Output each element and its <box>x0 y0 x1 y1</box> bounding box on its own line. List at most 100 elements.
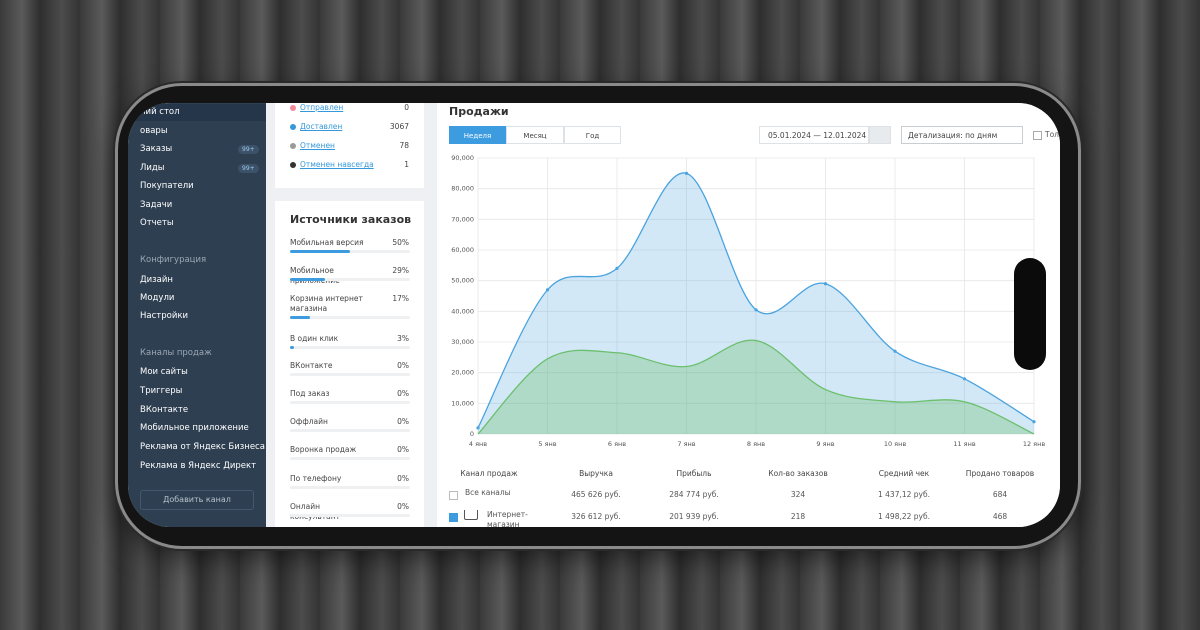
source-track <box>290 429 410 432</box>
y-tick-label: 90,000 <box>451 154 474 162</box>
table-header: Выручка <box>579 469 613 478</box>
date-range-input[interactable]: 05.01.2024 — 12.01.2024 <box>759 126 869 144</box>
nav-item[interactable]: Настройки <box>140 311 189 321</box>
table-cell: 1 437,12 руб. <box>878 490 930 499</box>
x-tick-label: 12 янв <box>1023 440 1045 448</box>
source-label: ВКонтакте <box>290 361 333 370</box>
source-label: Мобильная версия <box>290 238 364 247</box>
source-label: Онлайн консультант <box>290 502 340 521</box>
source-percent: 0% <box>397 502 409 511</box>
source-percent: 0% <box>397 417 409 426</box>
y-tick-label: 30,000 <box>451 338 474 346</box>
source-label: По телефону <box>290 474 342 483</box>
sales-chart: 0 10,000 20,000 30,000 40,000 50,000 60,000 70,… <box>451 154 1045 448</box>
nav-group-label: Каналы продаж <box>140 348 212 358</box>
status-count: 1 <box>404 160 409 169</box>
row-checkbox[interactable] <box>449 513 458 522</box>
period-tab[interactable]: Месяц <box>506 126 564 144</box>
nav-item[interactable]: Мобильное приложение <box>140 423 249 433</box>
source-track <box>290 250 410 253</box>
status-link[interactable]: Отменен навсегда <box>300 160 374 169</box>
table-cell: 326 612 руб. <box>571 512 621 521</box>
data-point <box>1032 420 1036 424</box>
source-bar <box>290 278 325 281</box>
phone-button <box>748 82 822 86</box>
period-tab[interactable]: Год <box>564 126 621 144</box>
sales-card: 0 10,000 20,000 30,000 40,000 50,000 60,000 70,… <box>437 103 1060 527</box>
status-link[interactable]: Доставлен <box>300 122 343 131</box>
nav-item[interactable]: Мои сайты <box>140 367 188 377</box>
table-header: Кол-во заказов <box>768 469 828 478</box>
table-cell: 324 <box>790 490 806 499</box>
source-percent: 50% <box>392 238 409 247</box>
camera-island <box>1014 258 1046 370</box>
source-track <box>290 278 410 281</box>
nav-item[interactable]: Заказы <box>140 144 173 154</box>
cart-icon <box>464 510 478 520</box>
table-cell: 465 626 руб. <box>571 490 621 499</box>
nav-item[interactable]: Лиды <box>140 163 165 173</box>
status-dot <box>290 124 296 130</box>
nav-item[interactable]: ний стол <box>140 107 180 117</box>
nav-item[interactable]: Реклама в Яндекс Директ <box>140 461 257 471</box>
nav-item[interactable]: Отчеты <box>140 218 174 228</box>
period-tab[interactable]: Неделя <box>449 126 506 144</box>
source-percent: 17% <box>392 294 409 303</box>
table-cell: 218 <box>790 512 806 521</box>
x-tick-label: 6 янв <box>608 440 626 448</box>
table-header: Прибыль <box>676 469 712 478</box>
add-channel-button[interactable]: Добавить канал <box>140 490 254 510</box>
nav-item[interactable]: Покупатели <box>140 181 194 191</box>
source-track <box>290 457 410 460</box>
source-label: Корзина интернет магазина <box>290 294 363 313</box>
detail-select[interactable]: Детализация: по дням <box>901 126 1023 144</box>
table-cell: 684 <box>992 490 1008 499</box>
data-point <box>754 308 758 312</box>
nav-item[interactable]: Реклама от Яндекс Бизнеса <box>140 442 265 452</box>
x-tick-label: 11 янв <box>953 440 975 448</box>
x-tick-label: 10 янв <box>884 440 906 448</box>
nav-badge: 99+ <box>238 164 259 173</box>
x-tick-label: 8 янв <box>747 440 765 448</box>
status-card: Отправлен 0 Доставлен 3067 Отменен 78 Отменен … <box>275 103 424 188</box>
nav-item[interactable]: ВКонтакте <box>140 405 189 415</box>
nav-item[interactable]: Задачи <box>140 200 173 210</box>
calendar-button[interactable] <box>869 126 891 144</box>
table-cell: 284 774 руб. <box>669 490 719 499</box>
series-area <box>478 172 1034 434</box>
series-line <box>477 172 1035 429</box>
nav-item[interactable]: Модули <box>140 293 175 303</box>
nav-group-label: Конфигурация <box>140 255 207 265</box>
nav-item[interactable]: овары <box>140 126 168 136</box>
data-point <box>615 266 619 270</box>
source-bar <box>290 250 350 253</box>
source-track <box>290 486 410 489</box>
data-point <box>962 377 967 381</box>
table-header: Канал продаж <box>460 469 518 478</box>
status-dot <box>290 162 296 168</box>
table-header: Средний чек <box>878 469 930 478</box>
source-label: Оффлайн <box>290 417 328 426</box>
screen: ний стол овары Заказы 99+ Лиды 99+ Покупатели З… <box>128 103 1060 527</box>
x-tick-label: 7 янв <box>677 440 695 448</box>
source-label: Мобильное приложение <box>290 266 340 285</box>
source-track <box>290 514 410 517</box>
source-bar <box>290 346 294 349</box>
nav-item[interactable]: Дизайн <box>140 275 173 285</box>
series-area <box>478 340 1034 434</box>
status-link[interactable]: Отменен <box>300 141 335 150</box>
row-checkbox[interactable] <box>449 491 458 500</box>
channel-name: Интернет-магазин <box>487 510 528 527</box>
phone-button <box>853 82 893 86</box>
status-count: 3067 <box>389 122 409 131</box>
source-track <box>290 346 410 349</box>
y-tick-label: 60,000 <box>451 246 474 254</box>
source-percent: 3% <box>397 334 409 343</box>
nav-item[interactable]: Триггеры <box>140 386 183 396</box>
source-label: Воронка продаж <box>290 445 357 454</box>
paid-only-checkbox[interactable] <box>1033 131 1042 140</box>
table-cell: 468 <box>992 512 1008 521</box>
source-percent: 0% <box>397 474 409 483</box>
status-link[interactable]: Отправлен <box>300 103 344 112</box>
status-count: 78 <box>399 141 409 150</box>
